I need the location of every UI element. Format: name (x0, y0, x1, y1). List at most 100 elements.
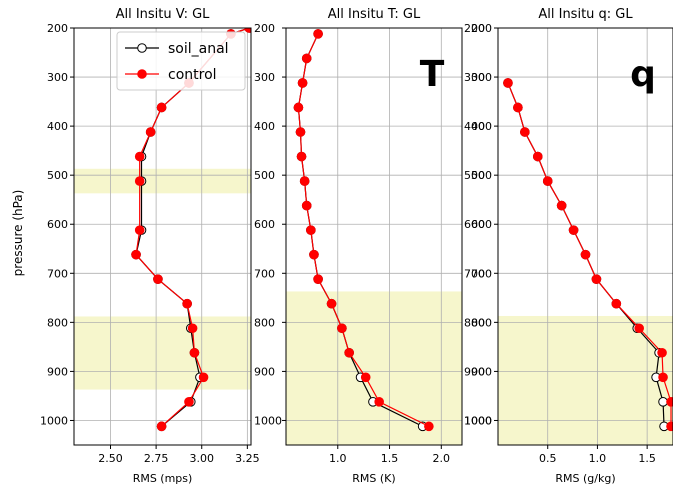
y-tick-label: 700 (47, 267, 68, 280)
data-point-control (301, 200, 312, 211)
x-tick-label: 2.0 (433, 452, 451, 465)
data-point-control (337, 323, 347, 334)
data-point-control (299, 176, 310, 186)
data-point-control (301, 53, 312, 64)
y-tick-label: 700 (471, 267, 492, 280)
data-point-control (611, 298, 622, 309)
data-point-control (568, 225, 579, 235)
data-point-control (657, 347, 667, 358)
x-tick-label: 2.75 (144, 452, 169, 465)
y-tick-label: 200 (464, 22, 485, 35)
axes-frame (285, 27, 463, 446)
data-point-control (134, 225, 145, 235)
series-line-control (135, 28, 250, 427)
data-point-control (131, 249, 141, 260)
data-point-control (503, 78, 513, 88)
axes-frame (73, 27, 252, 446)
data-point-control (424, 421, 434, 432)
y-tick-label: 400 (47, 120, 68, 133)
y-tick-label: 300 (471, 71, 492, 84)
x-tick-label: 1.5 (381, 452, 399, 465)
data-point-control (313, 274, 323, 284)
y-tick-label: 300 (464, 71, 485, 84)
y-tick-label: 300 (254, 71, 275, 84)
data-point-control (306, 225, 316, 235)
data-point-control (182, 298, 192, 309)
x-axis-label: RMS (K) (352, 472, 395, 485)
data-point-control (666, 421, 673, 432)
y-tick-label: 500 (464, 169, 485, 182)
data-point-control (297, 78, 308, 88)
y-tick-label: 600 (47, 218, 68, 231)
data-point-control (156, 102, 167, 113)
data-point-control (156, 421, 167, 432)
y-tick-label: 400 (464, 120, 485, 133)
y-tick-label: 600 (464, 218, 485, 231)
data-point-control (309, 249, 319, 260)
y-tick-label: 200 (471, 22, 492, 35)
data-point-soil_anal (658, 397, 668, 407)
data-point-control (326, 298, 337, 309)
data-point-control (580, 249, 591, 260)
data-point-control (374, 397, 384, 407)
data-point-control (520, 127, 530, 137)
panel-2: 1.0 1.5 2.0 All Insitu T: GL RMS (K) T (282, 7, 463, 485)
data-point-control (666, 397, 673, 407)
shaded-band (286, 291, 462, 445)
plot-area (498, 28, 673, 445)
panel-3: 0.5 1.0 1.5 200 300 400 500 600 700 800 900 1000 All… (464, 7, 673, 485)
y-tick-label: 500 (254, 169, 275, 182)
data-point-control (313, 29, 323, 39)
data-point-control (293, 102, 304, 113)
y-tick-label: 600 (254, 218, 275, 231)
data-point-control (556, 200, 567, 211)
y-tick-label: 300 (47, 71, 68, 84)
y-tick-label: 600 (471, 218, 492, 231)
x-tick-label: 0.5 (539, 452, 557, 465)
data-point-control (198, 372, 209, 383)
legend-box (116, 31, 246, 91)
data-point-control (187, 323, 198, 334)
x-tick-label: 3.00 (189, 452, 214, 465)
data-point-control (344, 347, 354, 358)
y-tick-label: 1000 (464, 414, 492, 427)
y-tick-label: 1000 (464, 414, 492, 427)
shaded-band (74, 168, 251, 194)
panel-letter: q (630, 54, 656, 95)
y-tick-label: 800 (464, 316, 485, 329)
y-tick-label: 800 (254, 316, 275, 329)
data-point-control (658, 372, 668, 383)
data-point-control (189, 347, 200, 358)
y-tick-label: 400 (471, 120, 492, 133)
data-point-control (295, 127, 306, 137)
data-point-control (634, 323, 644, 334)
panel-letter: T (420, 54, 445, 95)
y-tick-label: 1000 (254, 414, 282, 427)
y-tick-label: 900 (471, 365, 492, 378)
y-tick-label: 1000 (40, 414, 68, 427)
data-point-control (145, 127, 156, 137)
y-tick-label: 500 (47, 169, 68, 182)
shaded-band (74, 316, 251, 390)
y-tick-label: 900 (464, 365, 485, 378)
x-axis-label: RMS (g/kg) (555, 472, 615, 485)
x-axis-label: RMS (mps) (133, 472, 193, 485)
panel-title: All Insitu V: GL (116, 7, 211, 22)
axes-frame (497, 27, 673, 446)
panel-title: All Insitu q: GL (538, 7, 633, 22)
x-tick-label: 3.25 (235, 452, 260, 465)
data-point-control (134, 176, 145, 186)
data-point-control (153, 274, 163, 284)
panel-title: All Insitu T: GL (328, 7, 421, 22)
legend-marker-soil_anal (137, 43, 147, 53)
legend-label-control: control (168, 67, 217, 83)
y-axis-label: pressure (hPa) (11, 190, 25, 277)
y-tick-label: 900 (47, 365, 68, 378)
y-tick-label: 200 (254, 22, 275, 35)
y-tick-label: 800 (47, 316, 68, 329)
x-tick-label: 1.0 (329, 452, 347, 465)
y-tick-label: 700 (464, 267, 485, 280)
shaded-band (498, 315, 673, 445)
